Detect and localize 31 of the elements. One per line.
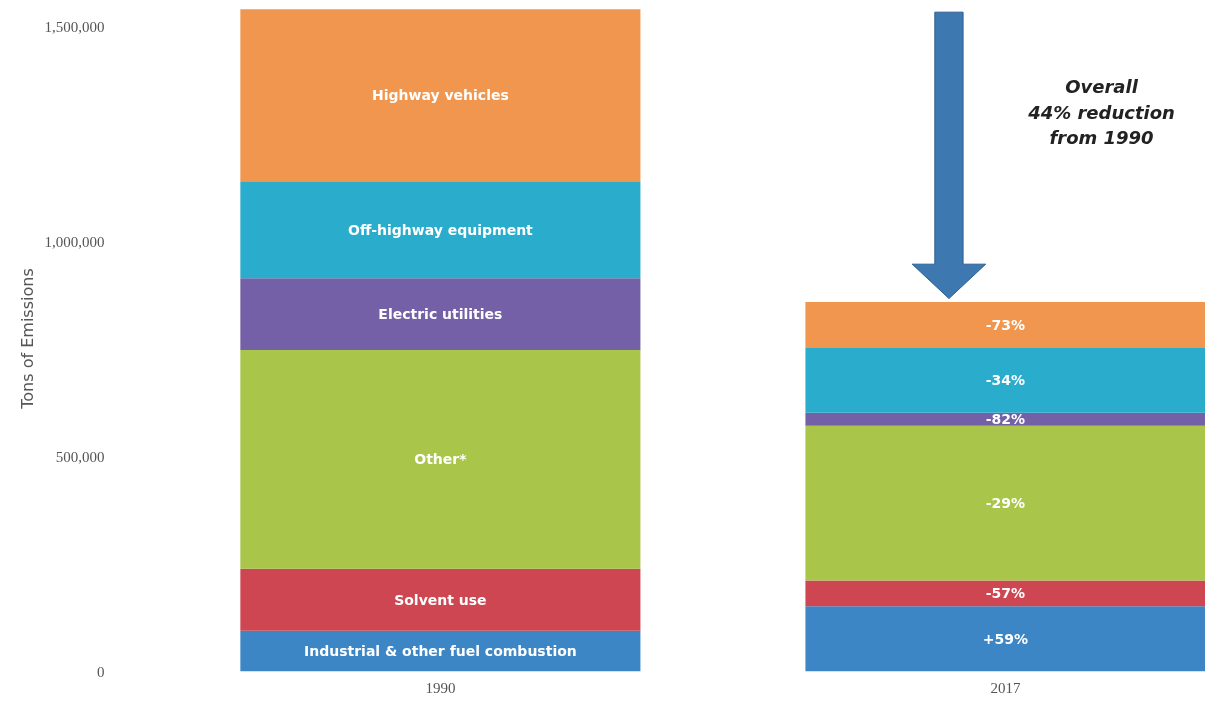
series-label: Other* [414,451,468,468]
bar [805,606,1205,672]
annotation: -57% [985,585,1026,602]
x-tick-label: 1990 [425,679,456,696]
bar [240,278,641,351]
bar [805,347,1205,413]
y-tick-label: 500,000 [55,448,105,465]
annotation: +59% [982,630,1029,647]
bar [805,580,1205,607]
bar [805,425,1205,581]
series-label: Industrial & other fuel combustion [304,643,577,660]
bar [240,9,641,182]
annotation: -29% [985,495,1026,512]
bar [805,412,1205,426]
y-tick-label: 0 [97,663,105,680]
bar [240,568,641,631]
series-label: Electric utilities [378,306,503,323]
annotation: Overall 44% reduction from 1990 [1027,76,1175,148]
y-tick-label: 1,500,000 [44,18,105,35]
y-axis-title: Tons of Emissions [17,268,37,410]
annotation: -82% [985,411,1026,428]
bar [240,181,641,279]
annotation: -34% [985,372,1026,389]
series-label: Highway vehicles [372,87,509,104]
series-label: Solvent use [394,591,487,608]
series-label: Off-highway equipment [347,221,534,238]
x-tick-label: 2017 [990,679,1021,696]
bar [805,301,1205,348]
y-tick-label: 1,000,000 [44,233,105,250]
bar [240,350,641,569]
annotation: -73% [985,316,1026,333]
